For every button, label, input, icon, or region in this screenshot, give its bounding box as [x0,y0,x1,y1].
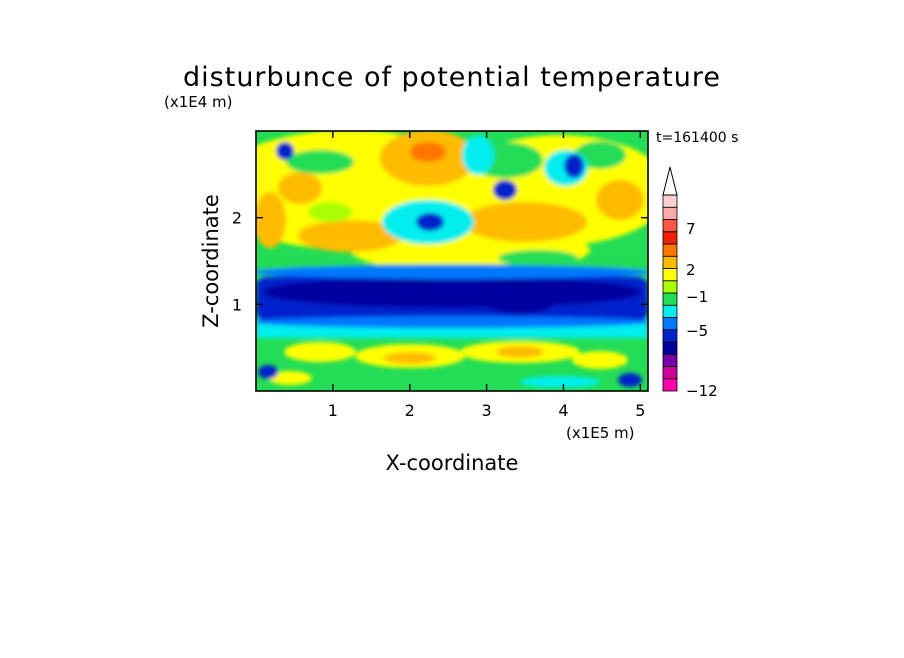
colorbar-swatch-2 [662,353,678,367]
field-lightgreen-left [308,202,352,222]
colorbar-swatch-8 [662,280,678,294]
field-lower-yellow-1 [284,342,356,362]
field-orange-mid-left [298,220,402,252]
field-bottom-blue-right [618,373,642,387]
x-unit-label: (x1E5 m) [566,424,635,442]
colorbar-swatch-1 [662,366,678,380]
colorbar-swatch-9 [662,268,678,282]
x-tick-label-1: 2 [405,401,415,420]
colorbar-swatch-0 [662,378,678,392]
field-navy-core-left [322,284,378,304]
field-lower-orange-2 [496,346,544,358]
colorbar-extend-arrow [662,166,678,196]
colorbar-swatch-4 [662,329,678,343]
field-navy-band [262,276,642,308]
field-green-mid-band [498,250,578,266]
field-blue-core-mid [416,213,444,231]
field-bottom-yellow-left [268,371,312,385]
colorbar: 7 2 −1 −5 −12 [662,166,718,400]
field-orange-far-right [596,180,644,220]
field-cyan-top [462,135,494,175]
plot-frame [255,130,649,392]
field-lower-yellow-4 [572,351,628,369]
time-label: t=161400 s [656,130,738,146]
y-tick-label-0: 1 [232,295,242,314]
field-navy-core-right [482,282,558,314]
field-orange-left [278,172,322,204]
x-tick-label-3: 4 [558,401,568,420]
field-lightblue-edge [256,265,648,279]
field-blue-core-left [276,142,294,160]
field-green-upper-left [286,150,354,174]
colorbar-label-2: −1 [686,288,708,306]
colorbar-swatch-5 [662,317,678,331]
field-orange-mid-right [463,202,587,242]
colorbar-swatch-11 [662,243,678,257]
field-blue-core-upper [493,180,517,200]
colorbar-label-3: −5 [686,322,708,340]
x-axis-title: X-coordinate [386,451,519,475]
colorbar-swatch-7 [662,292,678,306]
colorbar-swatch-12 [662,231,678,245]
x-tick-label-2: 3 [481,401,491,420]
colorbar-label-4: −12 [686,382,718,400]
colorbar-swatch-13 [662,219,678,233]
field-lower-orange-1 [384,352,436,364]
contour-field [256,131,648,391]
field-bottom-cyan-right [520,376,600,388]
x-tick-label-4: 5 [635,401,645,420]
colorbar-swatch-6 [662,304,678,318]
field-bottom-blue-left [258,365,278,379]
y-unit-label: (x1E4 m) [164,93,233,111]
colorbar-swatch-14 [662,206,678,220]
field-orange-edge-left [256,192,286,248]
colorbar-swatch-15 [662,194,678,208]
field-lightblue-edge-lower [256,316,648,328]
colorbar-label-0: 7 [686,220,696,238]
colorbar-swatch-3 [662,341,678,355]
y-axis-title: Z-coordinate [199,194,223,328]
field-dark-orange-top [410,142,446,162]
x-axis: 1 2 3 4 5 [328,131,645,420]
y-tick-label-1: 2 [232,209,242,228]
x-tick-label-0: 1 [328,401,338,420]
y-axis: 12 [232,209,648,314]
chart-title: disturbunce of potential temperature [183,62,721,93]
field-blue-core-right [564,154,584,178]
colorbar-swatch-10 [662,255,678,269]
colorbar-label-1: 2 [686,261,696,279]
field-green-upper-right [574,141,626,169]
